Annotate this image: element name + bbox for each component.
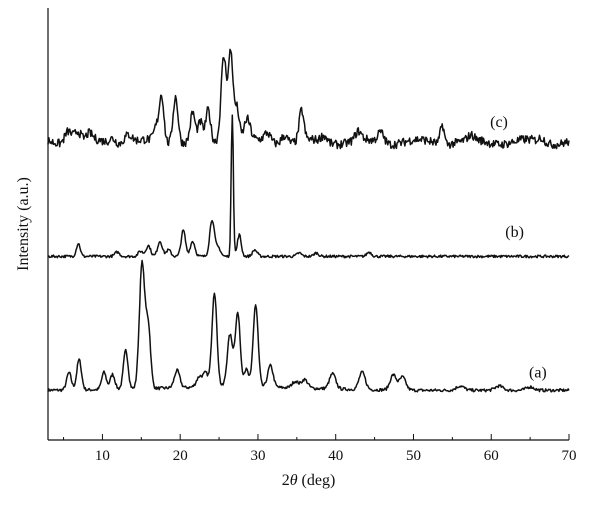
plot-frame	[47, 8, 569, 441]
x-tick-label: 50	[406, 448, 421, 464]
series-line-a	[47, 259, 570, 393]
series-label-a: (a)	[529, 364, 547, 381]
x-axis-ticks: 10 20 30 40 50 60 70	[63, 434, 577, 464]
y-axis-title: Intensity (a.u.)	[15, 177, 32, 271]
x-tick-label: 10	[95, 448, 110, 464]
x-tick-label: 60	[484, 448, 499, 464]
series-label-b: (b)	[505, 224, 524, 241]
x-axis-title: 2θ (deg)	[282, 472, 336, 489]
x-tick-label: 30	[250, 448, 265, 464]
series-traces	[47, 48, 570, 393]
series-line-c	[47, 48, 570, 150]
x-tick-label: 40	[328, 448, 343, 464]
series-line-b	[47, 114, 570, 259]
series-label-c: (c)	[490, 114, 508, 131]
x-tick-label: 20	[173, 448, 188, 464]
series-labels: (a) (b) (c)	[490, 114, 547, 382]
x-tick-label: 70	[562, 448, 577, 464]
